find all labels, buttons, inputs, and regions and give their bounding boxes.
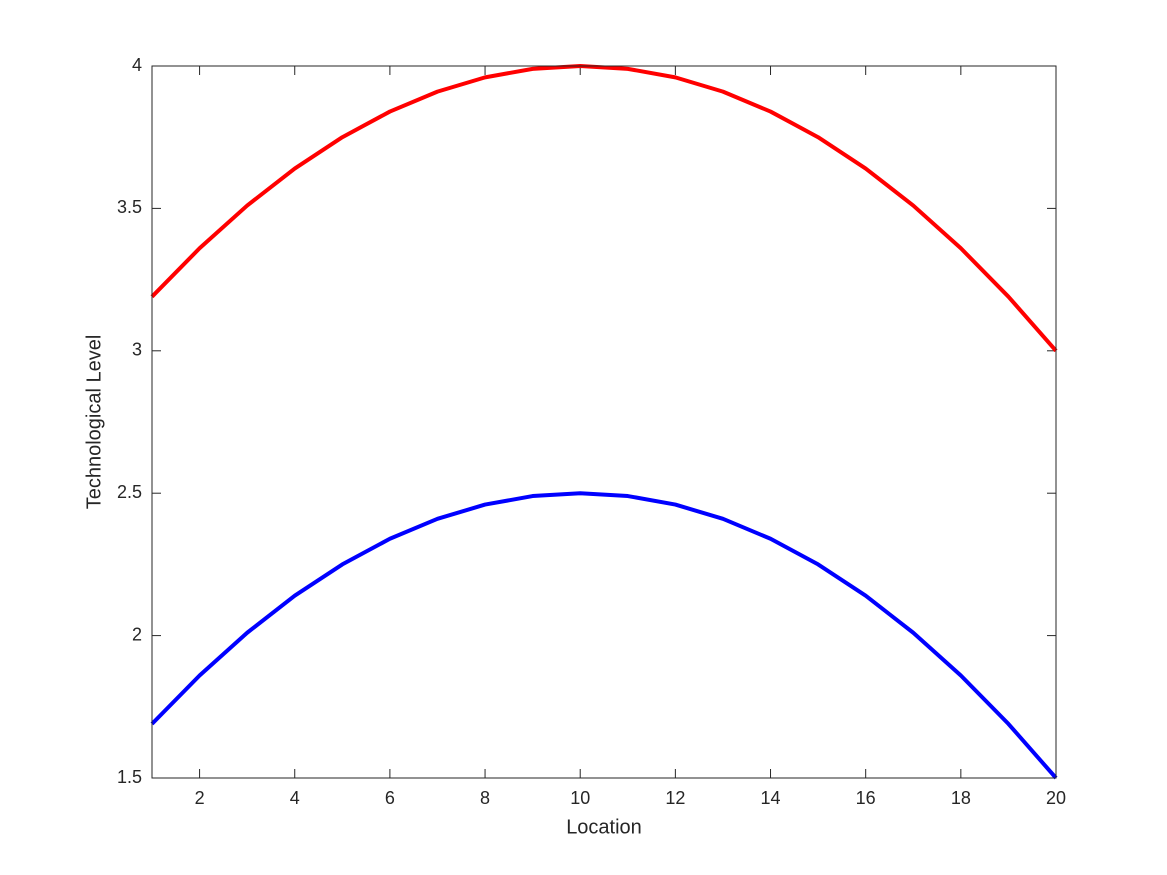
x-tick-label: 10	[570, 788, 590, 808]
x-tick-label: 16	[856, 788, 876, 808]
x-tick-label: 12	[665, 788, 685, 808]
y-tick-label: 4	[132, 55, 142, 75]
y-tick-label: 3	[132, 340, 142, 360]
x-tick-label: 14	[761, 788, 781, 808]
x-tick-label: 20	[1046, 788, 1066, 808]
x-tick-label: 6	[385, 788, 395, 808]
y-tick-label: 2	[132, 624, 142, 644]
y-tick-label: 1.5	[117, 767, 142, 787]
x-tick-label: 18	[951, 788, 971, 808]
x-tick-label: 2	[195, 788, 205, 808]
series-line	[150, 64, 1058, 353]
axes-box	[151, 65, 1057, 779]
x-tick-label: 8	[480, 788, 490, 808]
y-axis-label: Technological Level	[83, 335, 105, 510]
y-tick-label: 3.5	[117, 197, 142, 217]
x-axis-label: Location	[566, 816, 642, 838]
series-line	[150, 491, 1058, 780]
x-tick-label: 4	[290, 788, 300, 808]
y-tick-label: 2.5	[117, 482, 142, 502]
